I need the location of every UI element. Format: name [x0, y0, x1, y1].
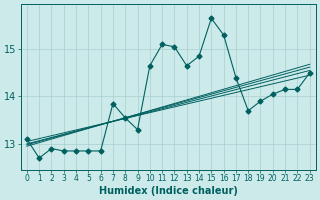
X-axis label: Humidex (Indice chaleur): Humidex (Indice chaleur) [99, 186, 238, 196]
